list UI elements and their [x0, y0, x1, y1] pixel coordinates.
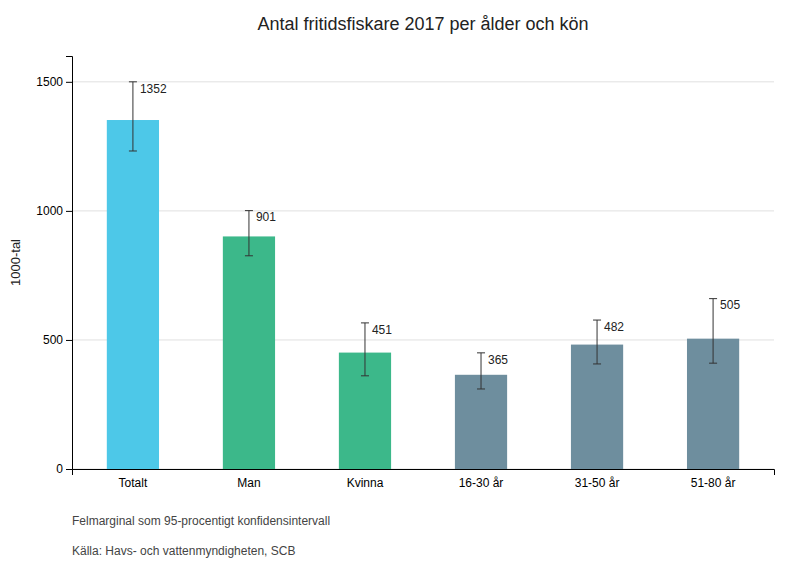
x-axis-line — [73, 470, 775, 476]
y-axis-title: 1000-tal — [8, 239, 23, 286]
grid — [72, 82, 774, 469]
footnote: Felmarginal som 95-procentigt konfidensi… — [72, 514, 330, 528]
y-tick-mark — [66, 469, 72, 470]
marks — [107, 82, 739, 469]
error-bar — [361, 323, 369, 376]
x-tick-label: 16-30 år — [459, 476, 504, 490]
data-label: 901 — [256, 210, 276, 224]
x-tick: 51-80 år — [691, 476, 736, 490]
data-label: 365 — [488, 353, 508, 367]
y-axis: 0 500 1000 1500 — [36, 57, 72, 477]
y-tick: 500 — [43, 333, 72, 347]
data-label: 451 — [372, 323, 392, 337]
y-tick-label: 0 — [56, 462, 63, 476]
x-tick-label: 31-50 år — [575, 476, 620, 490]
error-bar — [477, 353, 485, 389]
grid-line — [72, 210, 774, 211]
x-tick: Man — [237, 476, 260, 490]
bar — [107, 120, 159, 469]
y-tick-label: 1000 — [36, 204, 63, 218]
y-tick-mark — [66, 82, 72, 83]
data-label: 482 — [604, 320, 624, 334]
x-tick-label: 51-80 år — [691, 476, 736, 490]
y-tick: 1000 — [36, 204, 72, 218]
plot: 1352 901 451 365 482 505 0 500 1000 1500 Totalt Man… — [36, 57, 774, 490]
error-bar — [593, 320, 601, 364]
footnotes: Felmarginal som 95-procentigt konfidensi… — [72, 514, 330, 558]
x-tick: 31-50 år — [575, 476, 620, 490]
data-label: 505 — [720, 298, 740, 312]
error-bar — [709, 299, 717, 364]
chart: 1352 901 451 365 482 505 0 500 1000 1500 Totalt Man… — [0, 0, 798, 581]
error-bar — [245, 211, 253, 256]
x-tick: Totalt — [119, 476, 148, 490]
y-tick: 1500 — [36, 75, 72, 89]
data-labels: 1352 901 451 365 482 505 — [140, 82, 741, 367]
y-axis-line — [66, 57, 73, 470]
x-tick: 16-30 år — [459, 476, 504, 490]
bar — [223, 236, 275, 469]
x-tick-label: Man — [237, 476, 260, 490]
y-tick: 0 — [56, 462, 72, 476]
x-tick: Kvinna — [347, 476, 384, 490]
grid-line — [72, 339, 774, 340]
title: Antal fritidsfiskare 2017 per ålder och … — [257, 14, 588, 34]
y-tick-label: 500 — [43, 333, 63, 347]
x-tick-label: Totalt — [119, 476, 148, 490]
data-label: 1352 — [140, 82, 167, 96]
y-tick-mark — [66, 211, 72, 212]
y-tick-mark — [66, 340, 72, 341]
grid-line — [72, 81, 774, 82]
y-tick-label: 1500 — [36, 75, 63, 89]
error-bar — [129, 82, 137, 151]
footnote: Källa: Havs- och vattenmyndigheten, SCB — [72, 544, 295, 558]
x-axis: Totalt Man Kvinna 16-30 år 31-50 år 51-80 år — [73, 470, 775, 490]
x-tick-label: Kvinna — [347, 476, 384, 490]
